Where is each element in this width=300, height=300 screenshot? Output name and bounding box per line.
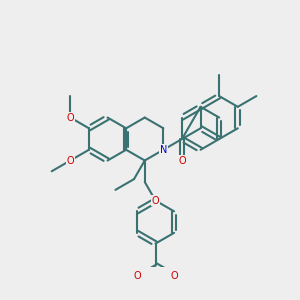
Text: O: O bbox=[170, 271, 178, 281]
Text: O: O bbox=[152, 196, 159, 206]
Text: O: O bbox=[133, 271, 141, 281]
Text: O: O bbox=[178, 155, 186, 166]
Text: O: O bbox=[67, 112, 74, 122]
Text: O: O bbox=[67, 155, 74, 166]
Text: N: N bbox=[160, 145, 167, 155]
